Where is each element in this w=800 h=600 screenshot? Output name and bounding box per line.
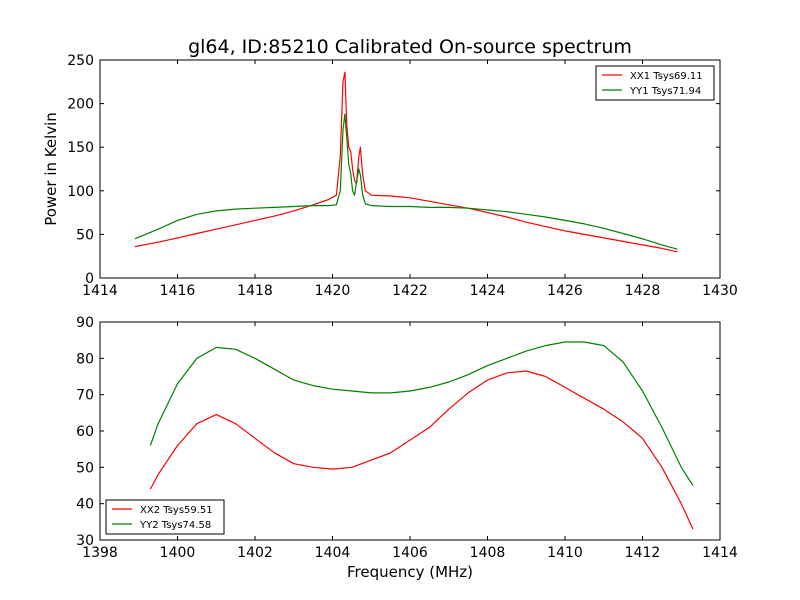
y-tick-label: 70 [76,388,94,404]
x-tick-label: 1418 [237,283,273,299]
legend-entry-label: YY2 Tsys74.58 [139,520,211,531]
x-tick-label: 1424 [470,283,506,299]
x-tick-label: 1406 [392,545,428,561]
x-tick-label: 1412 [625,545,661,561]
legend-box [595,65,715,101]
x-tick-label: 1410 [547,545,583,561]
legend-entry-label: YY1 Tsys71.94 [629,86,701,97]
y-tick-label: 50 [76,460,94,476]
x-tick-label: 1398 [82,545,118,561]
x-tick-label: 1402 [237,545,273,561]
x-tick-label: 1428 [625,283,661,299]
y-tick-label: 40 [76,497,94,513]
x-tick-label: 1400 [160,545,196,561]
y-tick-label: 60 [76,424,94,440]
series-line-xx1 [134,71,678,253]
x-tick-label: 1422 [392,283,428,299]
y-tick-label: 0 [85,271,94,287]
figure-title: gl64, ID:85210 Calibrated On-source spec… [188,36,632,58]
x-tick-label: 1426 [547,283,583,299]
y-tick-label: 80 [76,351,94,367]
y-tick-label: 150 [67,140,94,156]
x-tick-label: 1404 [315,545,351,561]
top-panel: 1414 1416 1418 1420 1422 1424 1426 1428 1430 0 50 1… [67,53,738,299]
y-tick-label: 50 [76,227,94,243]
x-tick-label: 1430 [702,283,738,299]
x-tick-label: 1408 [470,545,506,561]
series-line-yy1 [134,113,678,250]
legend: XX1 Tsys69.11 YY1 Tsys71.94 [595,65,715,101]
x-tick-label: 1416 [160,283,196,299]
y-tick-label: 30 [76,533,94,549]
y-tick-label: 250 [67,53,94,69]
legend-entry-label: XX2 Tsys59.51 [140,505,213,516]
x-tick-label: 1414 [702,545,738,561]
legend-entry-label: XX1 Tsys69.11 [630,71,703,82]
legend: XX2 Tsys59.51 YY2 Tsys74.58 [105,499,225,535]
x-tick-label: 1420 [315,283,351,299]
series-line-yy2 [149,341,694,486]
y-tick-label: 100 [67,184,94,200]
bottom-panel: 1398 1400 1402 1404 1406 1408 1410 1412 1414 30 40… [76,315,738,561]
y-tick-label: 90 [76,315,94,331]
x-axis-label: Frequency (MHz) [347,563,473,581]
x-tick-label: 1414 [82,283,118,299]
y-axis-label: Power in Kelvin [42,112,60,226]
legend-box [105,499,225,535]
y-tick-label: 200 [67,97,94,113]
series-line-xx2 [149,370,694,530]
